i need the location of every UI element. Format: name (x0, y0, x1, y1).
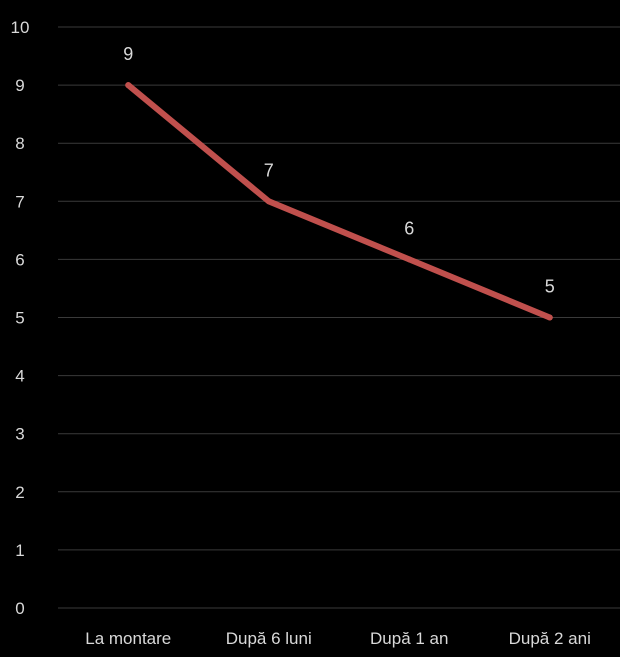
y-tick-label: 7 (15, 192, 24, 211)
gridlines (58, 26, 620, 609)
x-axis-tick-labels: La montare După 6 luni După 1 an După 2 ani (85, 629, 591, 648)
data-point (406, 256, 413, 263)
y-tick-label: 6 (15, 250, 24, 269)
data-label: 7 (264, 160, 274, 180)
y-tick-label: 10 (11, 18, 30, 37)
data-label: 9 (123, 44, 133, 64)
data-label: 6 (404, 218, 414, 238)
y-tick-label: 1 (15, 541, 24, 560)
data-label: 5 (545, 277, 555, 297)
y-tick-label: 9 (15, 76, 24, 95)
y-axis-tick-labels: 0 1 2 3 4 5 6 7 8 9 10 (11, 18, 30, 618)
data-labels: 9 7 6 5 (123, 44, 555, 296)
data-point (265, 198, 272, 205)
y-tick-label: 4 (15, 367, 24, 386)
series-line (125, 82, 553, 321)
y-tick-label: 8 (15, 134, 24, 153)
y-tick-label: 3 (15, 425, 24, 444)
y-tick-label: 0 (15, 599, 24, 618)
data-point (546, 314, 553, 321)
x-tick-label: La montare (85, 629, 171, 648)
x-tick-label: După 2 ani (509, 629, 591, 648)
y-tick-label: 2 (15, 483, 24, 502)
x-tick-label: După 6 luni (226, 629, 312, 648)
data-point (125, 82, 132, 89)
series-lines (125, 82, 553, 321)
y-tick-label: 5 (15, 309, 24, 328)
x-tick-label: După 1 an (370, 629, 448, 648)
